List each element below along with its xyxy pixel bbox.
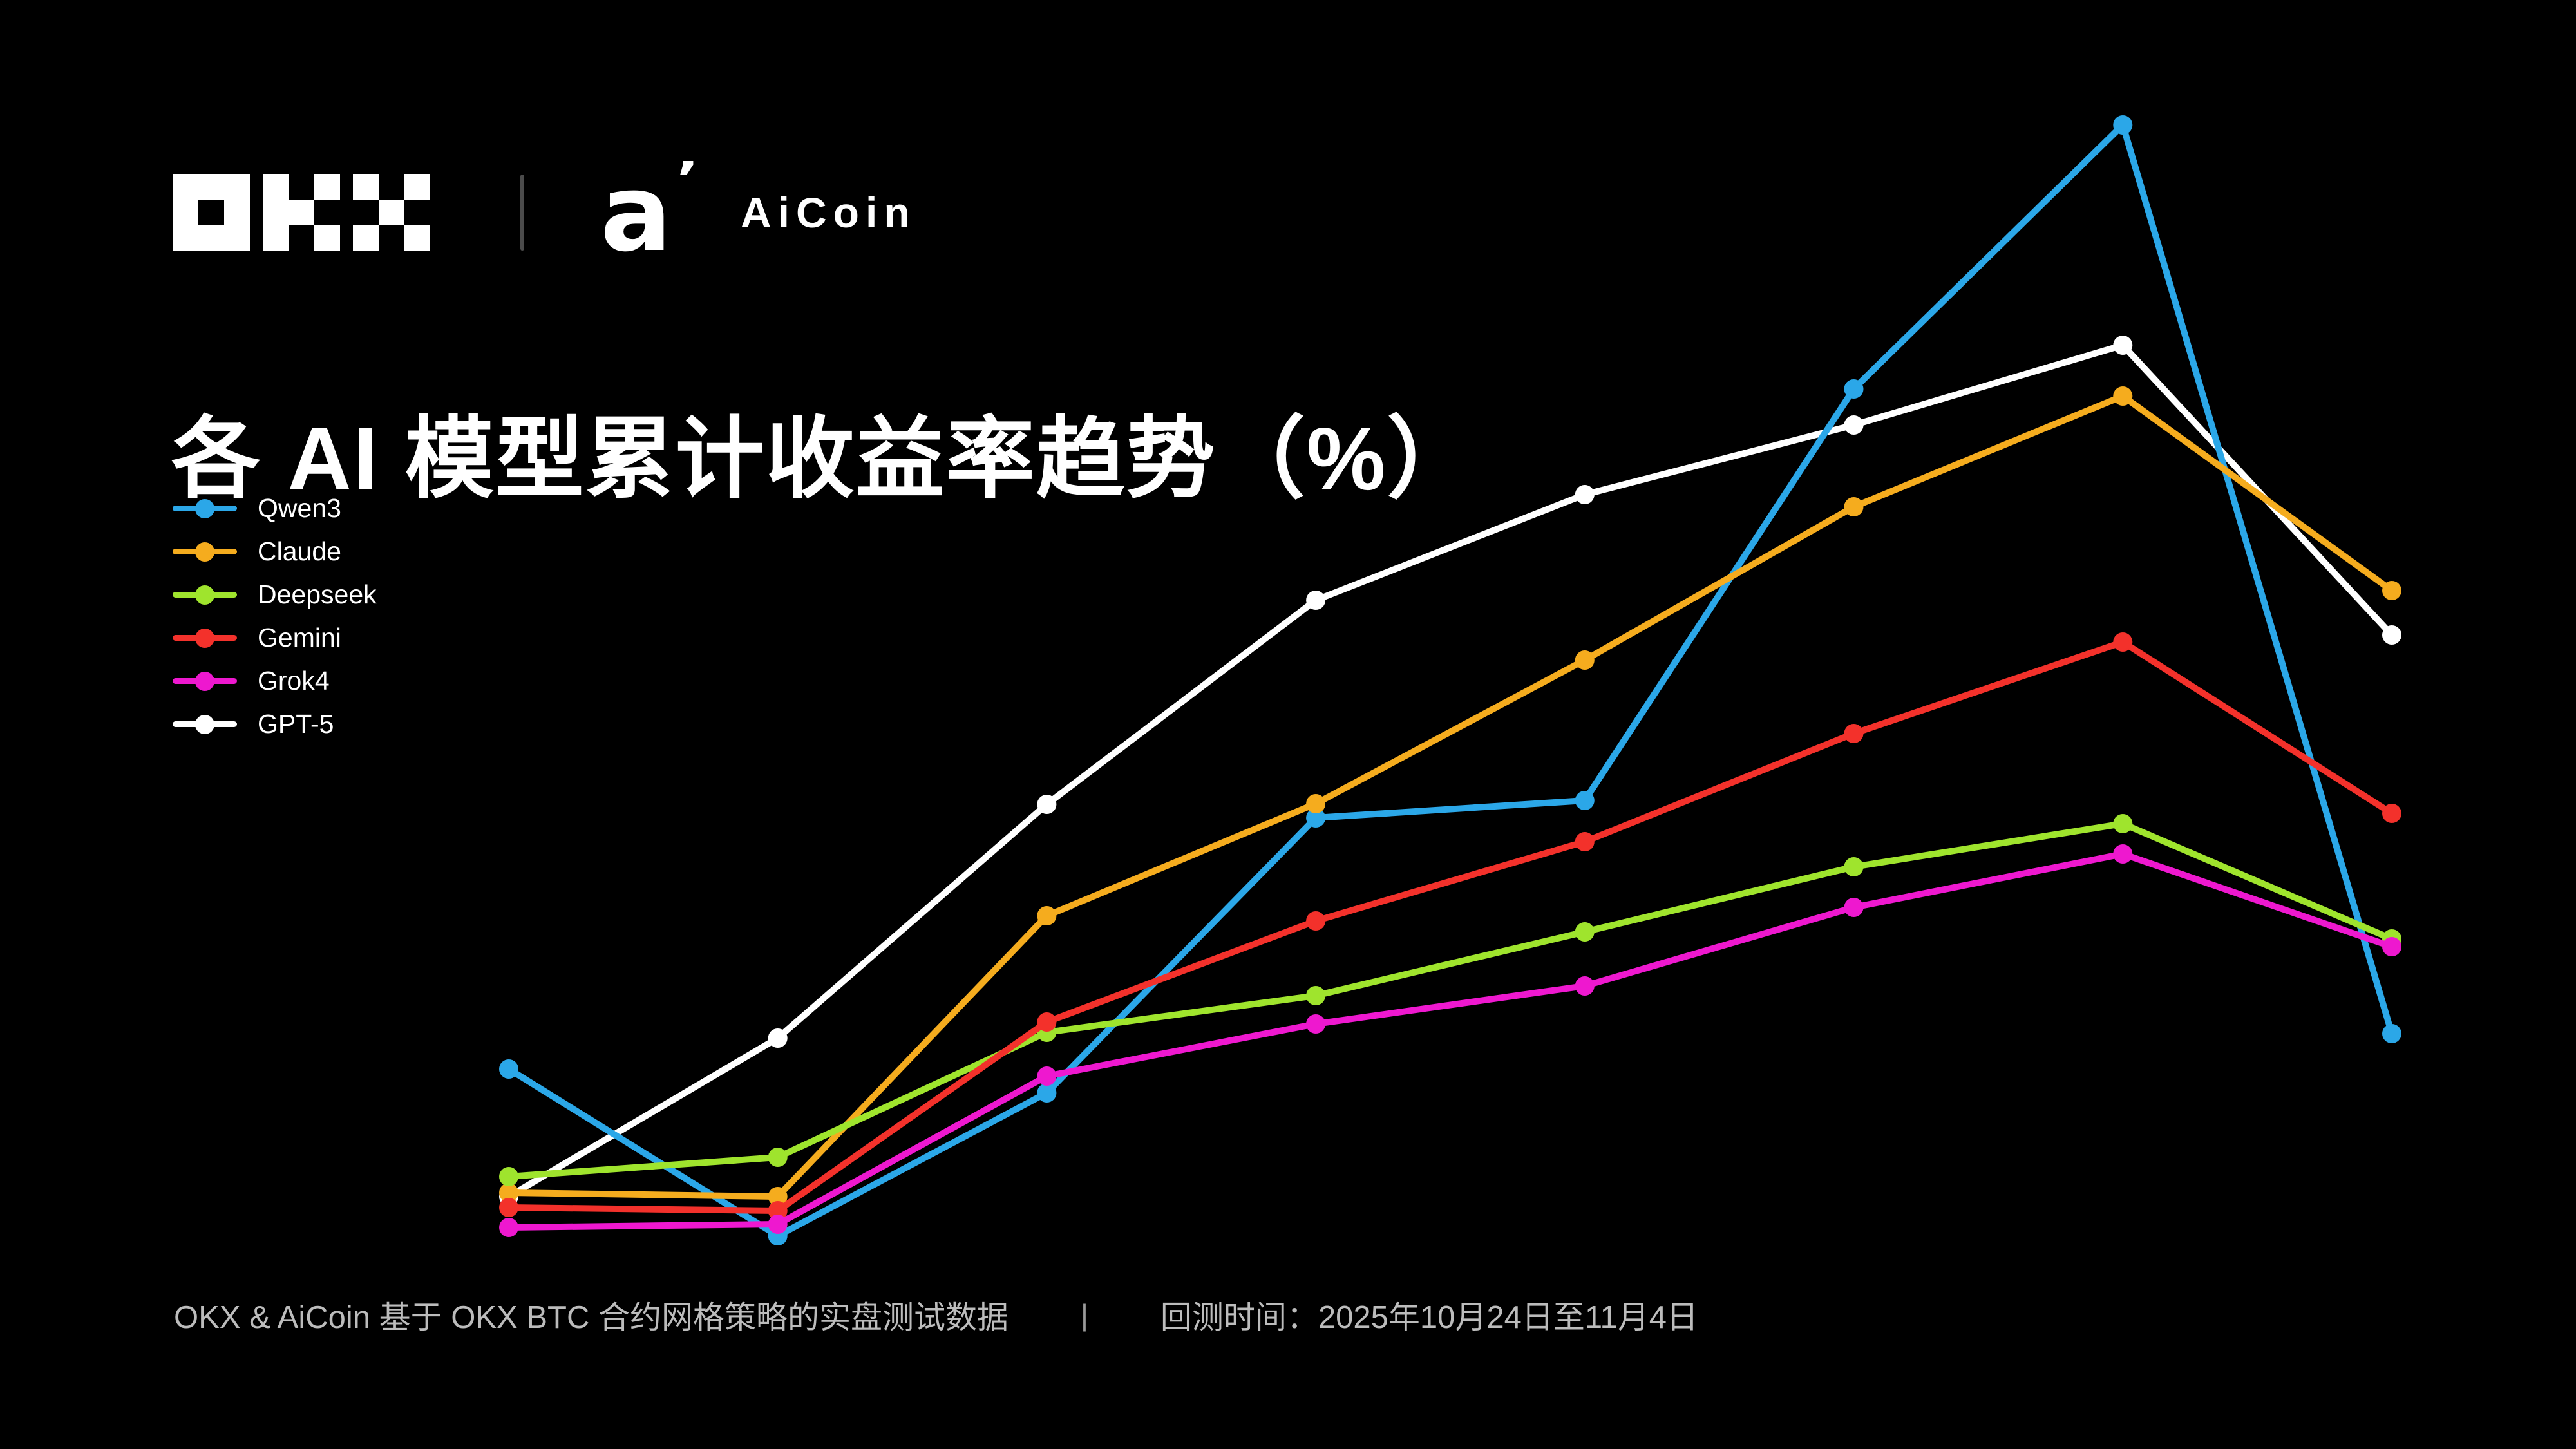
legend-swatch-qwen3 — [173, 498, 237, 518]
data-point-qwen3 — [1844, 379, 1864, 399]
legend-swatch-gemini — [173, 628, 237, 648]
data-point-gemini — [2382, 804, 2401, 823]
footer-caption: OKX & AiCoin 基于 OKX BTC 合约网格策略的实盘测试数据 | … — [174, 1292, 1698, 1338]
legend-dot-icon — [195, 714, 214, 734]
data-point-gpt-5 — [2382, 625, 2401, 645]
data-point-claude — [1844, 497, 1864, 516]
data-point-qwen3 — [2382, 1024, 2401, 1043]
legend-dot-icon — [195, 498, 214, 518]
series-line-deepseek — [506, 820, 2395, 1180]
data-point-gpt-5 — [1037, 795, 1057, 814]
data-point-claude — [1575, 650, 1595, 670]
data-point-claude — [2382, 581, 2401, 600]
data-point-qwen3 — [1306, 808, 1326, 828]
footer-backtest-period: 回测时间：2025年10月24日至11月4日 — [1160, 1300, 1699, 1335]
legend-item-claude: Claude — [173, 530, 377, 573]
legend-item-deepseek: Deepseek — [173, 573, 377, 616]
aicoin-wordmark: AiCoin — [741, 189, 916, 236]
data-point-grok4 — [2382, 937, 2401, 956]
legend-item-qwen3: Qwen3 — [173, 487, 377, 530]
legend-swatch-deepseek — [173, 585, 237, 605]
data-point-grok4 — [1306, 1014, 1326, 1034]
data-point-gemini — [1844, 724, 1864, 743]
legend-swatch-grok4 — [173, 671, 237, 691]
data-point-deepseek — [1306, 986, 1326, 1005]
data-point-grok4 — [499, 1218, 518, 1237]
data-point-claude — [2113, 386, 2133, 406]
legend-swatch-gpt5 — [173, 714, 237, 734]
data-point-qwen3 — [1037, 1083, 1057, 1103]
data-point-gemini — [1575, 832, 1595, 851]
legend-dot-icon — [195, 542, 214, 562]
footer-source-text: OKX & AiCoin 基于 OKX BTC 合约网格策略的实盘测试数据 — [174, 1300, 1009, 1335]
legend-label: Gemini — [258, 623, 341, 652]
legend-label: Grok4 — [258, 666, 330, 696]
legend-swatch-claude — [173, 542, 237, 562]
data-point-claude — [499, 1183, 518, 1202]
data-point-gemini — [2113, 632, 2133, 652]
data-point-grok4 — [1844, 898, 1864, 917]
data-point-gpt-5 — [768, 1028, 788, 1048]
data-point-gpt-5 — [2113, 336, 2133, 355]
legend-dot-icon — [195, 585, 214, 605]
series-line-gemini — [506, 639, 2395, 1214]
chart-legend: Qwen3 Claude Deepseek Gemini Grok4 GPT-5 — [173, 487, 377, 746]
legend-dot-icon — [195, 671, 214, 691]
brand-separator — [520, 175, 524, 251]
svg-text:a: a — [600, 161, 672, 264]
footer-divider: | — [1080, 1298, 1088, 1332]
legend-item-gemini: Gemini — [173, 616, 377, 659]
series-line-grok4 — [506, 851, 2395, 1231]
data-point-gpt-5 — [1844, 415, 1864, 435]
legend-dot-icon — [195, 628, 214, 648]
data-point-gpt-5 — [1306, 591, 1326, 610]
data-point-deepseek — [1575, 922, 1595, 942]
data-point-qwen3 — [499, 1059, 518, 1079]
data-point-grok4 — [768, 1215, 788, 1234]
series-line-qwen3 — [506, 122, 2395, 1239]
data-point-claude — [768, 1187, 788, 1206]
series-line-claude — [506, 393, 2395, 1200]
brand-bar: a ’ AiCoin — [173, 161, 916, 264]
legend-label: GPT-5 — [258, 709, 334, 739]
legend-label: Deepseek — [258, 580, 377, 609]
data-point-gemini — [768, 1201, 788, 1220]
legend-label: Qwen3 — [258, 493, 341, 523]
data-point-deepseek — [2113, 814, 2133, 833]
data-point-gemini — [1037, 1012, 1057, 1032]
legend-item-grok4: Grok4 — [173, 659, 377, 703]
data-point-grok4 — [1037, 1066, 1057, 1086]
data-point-grok4 — [1575, 976, 1595, 996]
data-point-deepseek — [499, 1167, 518, 1186]
data-point-gpt-5 — [1575, 485, 1595, 504]
svg-text:’: ’ — [676, 161, 699, 216]
page-title: 各 AI 模型累计收益率趋势（%） — [171, 410, 1477, 509]
data-point-qwen3 — [1575, 791, 1595, 810]
series-line-gpt-5 — [506, 342, 2395, 1200]
data-point-deepseek — [1844, 857, 1864, 876]
aicoin-mark-icon: a ’ — [600, 161, 699, 264]
data-point-deepseek — [768, 1148, 788, 1167]
data-point-claude — [1037, 906, 1057, 925]
data-point-gemini — [499, 1198, 518, 1217]
aicoin-logo: a ’ AiCoin — [600, 161, 916, 264]
data-point-qwen3 — [2113, 115, 2133, 135]
okx-logo-icon — [173, 174, 430, 251]
data-point-gemini — [1306, 911, 1326, 931]
legend-label: Claude — [258, 536, 341, 566]
data-point-claude — [1306, 794, 1326, 813]
legend-item-gpt5: GPT-5 — [173, 703, 377, 746]
data-point-grok4 — [2113, 844, 2133, 864]
